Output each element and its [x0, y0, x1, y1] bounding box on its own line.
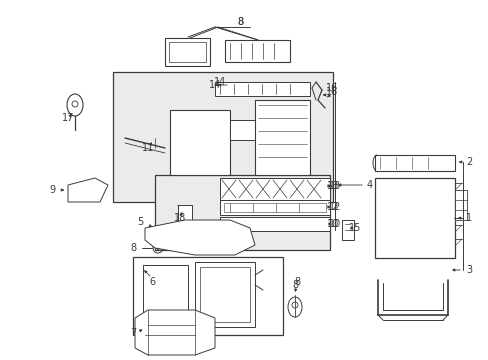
- Text: 15: 15: [348, 223, 361, 233]
- Text: 8: 8: [293, 277, 300, 287]
- Bar: [229, 120, 260, 140]
- Text: 17: 17: [61, 113, 74, 123]
- Bar: [454, 190, 466, 220]
- Bar: [224, 203, 325, 212]
- Text: 10: 10: [328, 219, 341, 229]
- Bar: [170, 110, 229, 175]
- Polygon shape: [68, 178, 108, 202]
- Text: 18: 18: [174, 213, 186, 223]
- Bar: [374, 178, 454, 258]
- Bar: [254, 100, 309, 175]
- Bar: [220, 200, 329, 215]
- Text: 13: 13: [326, 181, 339, 191]
- Text: 14: 14: [208, 80, 221, 90]
- Bar: [374, 155, 454, 171]
- Bar: [133, 257, 283, 335]
- Bar: [178, 205, 192, 227]
- Bar: [341, 220, 353, 240]
- Bar: [195, 262, 254, 327]
- Bar: [220, 178, 329, 200]
- Text: 8: 8: [291, 280, 298, 290]
- Text: 5: 5: [137, 217, 143, 227]
- Text: 14: 14: [213, 77, 225, 87]
- Text: 1: 1: [465, 213, 471, 223]
- Text: 12: 12: [328, 202, 341, 212]
- Bar: [164, 38, 209, 66]
- Bar: [155, 175, 329, 250]
- Text: 11: 11: [142, 143, 154, 153]
- Text: 7: 7: [130, 328, 136, 338]
- Text: 2: 2: [465, 157, 471, 167]
- Text: 4: 4: [366, 180, 372, 190]
- Bar: [142, 265, 187, 325]
- Bar: [200, 267, 249, 322]
- Text: 6: 6: [149, 277, 155, 287]
- Text: 3: 3: [465, 265, 471, 275]
- Text: 10: 10: [326, 219, 339, 229]
- Text: 8: 8: [237, 17, 243, 27]
- Text: 16: 16: [325, 83, 337, 93]
- Text: 13: 13: [328, 181, 341, 191]
- Text: 16: 16: [325, 87, 337, 97]
- Bar: [169, 42, 205, 62]
- Circle shape: [156, 247, 159, 249]
- Polygon shape: [135, 310, 215, 355]
- Text: 8: 8: [130, 243, 136, 253]
- Text: 8: 8: [237, 17, 243, 27]
- Bar: [215, 82, 309, 96]
- Text: 12: 12: [326, 202, 339, 212]
- Polygon shape: [145, 220, 254, 255]
- Bar: [224, 40, 289, 62]
- Bar: [220, 217, 329, 231]
- Bar: [113, 72, 332, 202]
- Text: 9: 9: [49, 185, 55, 195]
